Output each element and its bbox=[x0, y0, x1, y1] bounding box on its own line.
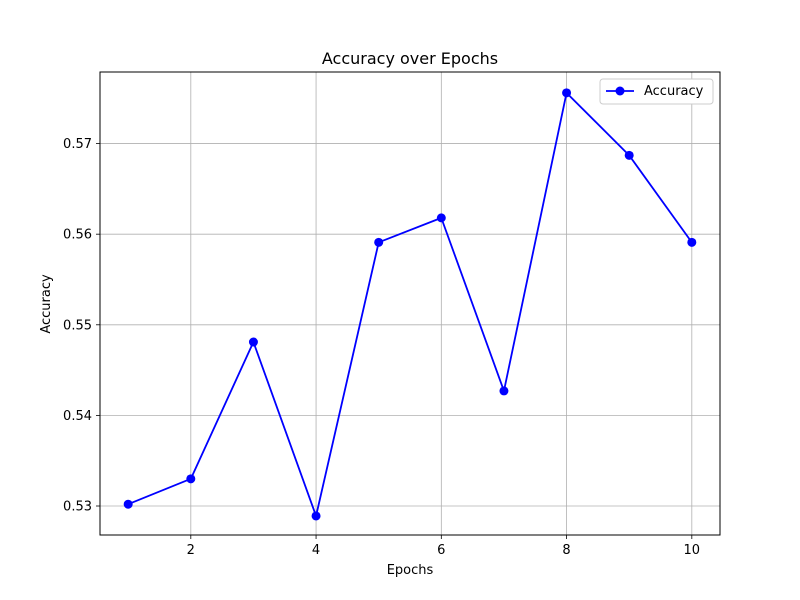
data-point bbox=[624, 150, 634, 160]
y-tick-label: 0.57 bbox=[63, 137, 92, 152]
y-axis-label: Accuracy bbox=[39, 274, 54, 334]
x-tick-label: 4 bbox=[312, 543, 320, 558]
series-layer bbox=[123, 88, 697, 521]
data-point bbox=[562, 88, 572, 98]
data-point bbox=[311, 511, 321, 521]
series-line bbox=[127, 91, 693, 517]
y-tick-label: 0.55 bbox=[63, 318, 92, 333]
data-point bbox=[374, 237, 384, 247]
x-tick-label: 2 bbox=[187, 543, 195, 558]
data-point bbox=[687, 237, 697, 247]
y-tick-label: 0.53 bbox=[63, 500, 92, 515]
x-tick-label: 6 bbox=[437, 543, 445, 558]
x-tick-label: 10 bbox=[684, 543, 701, 558]
plot-area-frame bbox=[99, 71, 721, 536]
data-point bbox=[436, 213, 446, 223]
data-point bbox=[499, 386, 509, 396]
legend-marker-sample bbox=[615, 86, 625, 96]
data-point bbox=[186, 474, 196, 484]
legend-label: Accuracy bbox=[644, 84, 704, 99]
data-point bbox=[123, 499, 133, 509]
x-axis-label: Epochs bbox=[387, 563, 434, 578]
chart-title: Accuracy over Epochs bbox=[322, 49, 498, 68]
x-tick-label: 8 bbox=[562, 543, 570, 558]
y-tick-label: 0.54 bbox=[63, 409, 92, 424]
legend-box bbox=[599, 78, 714, 105]
legend: Accuracy bbox=[599, 78, 714, 105]
axis-ticks: 2 4 6 8 10 0.53 0.54 0.55 0.56 0.57 bbox=[63, 137, 700, 558]
data-point bbox=[248, 337, 258, 347]
y-tick-label: 0.56 bbox=[63, 228, 92, 243]
